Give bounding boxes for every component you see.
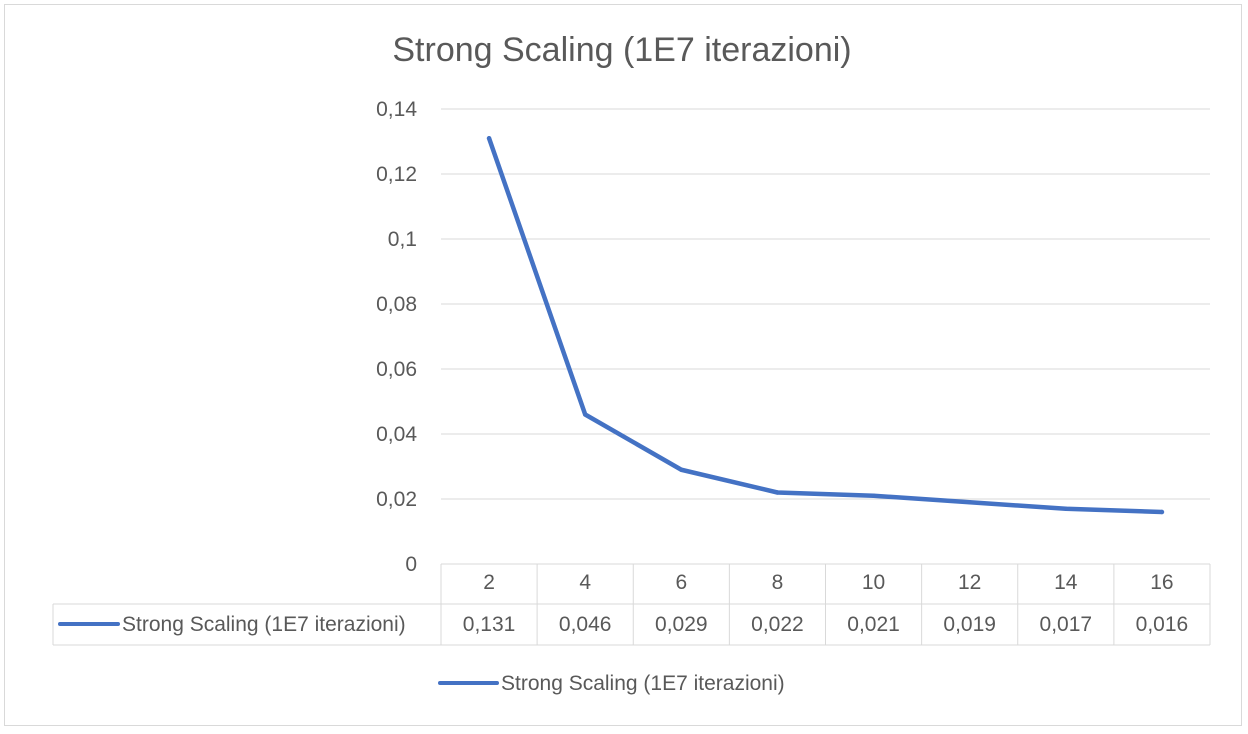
y-tick-label: 0,1	[388, 228, 417, 251]
gridlines	[441, 108, 1210, 565]
series-line	[486, 136, 1165, 515]
data-point	[679, 467, 684, 472]
x-category-label: 10	[862, 571, 885, 594]
y-tick-label: 0,12	[376, 163, 417, 186]
x-category-label: 12	[958, 571, 981, 594]
y-axis-ticks: 0 0,02 0,04 0,06 0,08 0,1 0,12 0,14	[376, 98, 417, 576]
y-tick-label: 0,14	[376, 98, 417, 121]
data-table-value: 0,022	[751, 613, 804, 636]
y-tick-label: 0,06	[376, 358, 417, 381]
x-category-label: 4	[579, 571, 591, 594]
y-tick-label: 0,08	[376, 293, 417, 316]
x-category-label: 6	[675, 571, 687, 594]
data-table-value: 0,046	[559, 613, 612, 636]
data-table-value: 0,029	[655, 613, 708, 636]
data-table-value: 0,131	[463, 613, 516, 636]
data-point	[486, 136, 492, 141]
y-tick-label: 0,04	[376, 423, 417, 446]
x-category-label: 16	[1150, 571, 1173, 594]
data-point	[871, 493, 876, 498]
y-tick-label: 0	[405, 553, 417, 576]
data-table-value: 0,019	[943, 613, 996, 636]
data-table-value: 0,017	[1040, 613, 1093, 636]
data-table: 2 4 6 8 10 12 14 16 0,131 0,046 0,029 0,022 0,021 0,0…	[52, 564, 1211, 646]
chart-area	[4, 4, 1242, 726]
data-point	[582, 412, 588, 417]
chart-title: Strong Scaling (1E7 iterazioni)	[392, 31, 851, 69]
data-point	[775, 490, 780, 495]
data-point	[967, 500, 972, 505]
y-tick-label: 0,02	[376, 488, 417, 511]
data-table-series-name: Strong Scaling (1E7 iterazioni)	[122, 613, 406, 636]
x-category-label: 14	[1054, 571, 1078, 594]
legend-label: Strong Scaling (1E7 iterazioni)	[501, 672, 785, 695]
data-point	[1063, 506, 1069, 511]
data-point	[1159, 509, 1165, 515]
x-category-label: 8	[772, 571, 784, 594]
series-layer	[486, 136, 1165, 515]
x-category-label: 2	[483, 571, 495, 594]
data-table-value: 0,016	[1136, 613, 1189, 636]
legend: Strong Scaling (1E7 iterazioni)	[438, 672, 785, 695]
data-table-value: 0,021	[847, 613, 900, 636]
